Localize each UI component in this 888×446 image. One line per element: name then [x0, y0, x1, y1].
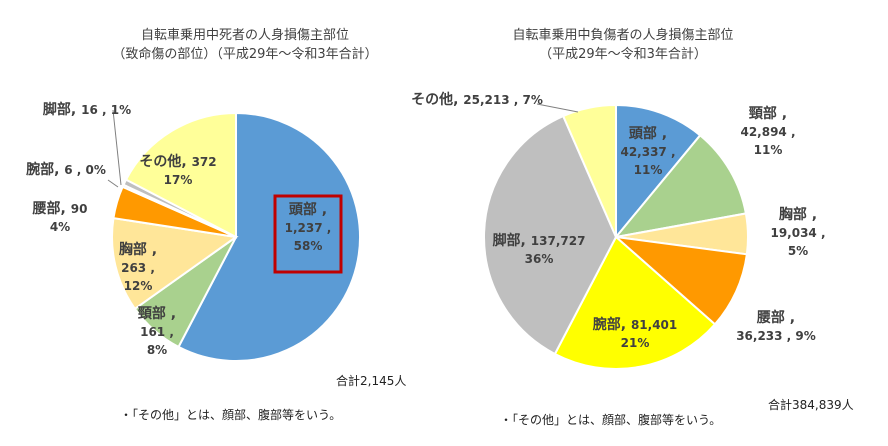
right-slice-3 — [612, 235, 748, 326]
right-leader-line-6 — [536, 103, 579, 113]
right-pie — [483, 103, 749, 370]
right-chart-note: ・「その他」とは、顔部、腹部等をいう。 — [500, 413, 722, 427]
left-leader-line-4 — [107, 179, 119, 188]
left-data-label-2: 胸部 , 263 , 12% — [119, 241, 157, 293]
right-data-label-5: 脚部, 137,727 36% — [493, 232, 586, 266]
left-chart-title: 自転車乗用中死者の人身損傷主部位 （致命傷の部位）（平成29年～令和3年合計） — [110, 26, 380, 64]
left-chart-title-line2: （致命傷の部位）（平成29年～令和3年合計） — [112, 47, 378, 62]
right-data-label-2: 胸部 , 19,034 , 5% — [770, 206, 825, 258]
left-pie — [111, 111, 361, 362]
left-data-label-6: その他, 372 17% — [139, 153, 216, 187]
right-slice-1 — [613, 133, 748, 239]
left-chart-title-line1: 自転車乗用中死者の人身損傷主部位 — [140, 28, 349, 43]
left-slice-2 — [111, 216, 239, 311]
left-chart-note: ・「その他」とは、顔部、腹部等をいう。 — [120, 408, 342, 422]
left-data-label-1: 頸部 , 161 , 8% — [138, 305, 176, 357]
right-chart-title-line2: （平成29年～令和3年合計） — [539, 47, 707, 62]
right-data-label-6: その他, 25,213 , 7% — [411, 91, 543, 108]
left-data-label-5: 脚部, 16 , 1% — [43, 101, 131, 118]
left-leader-line-5 — [112, 109, 122, 186]
left-slice-6 — [124, 111, 237, 239]
right-chart-title: 自転車乗用中負傷者の人身損傷主部位 （平成29年～令和3年合計） — [478, 26, 768, 64]
left-data-label-4: 腕部, 6 , 0% — [26, 161, 106, 178]
right-slice-0 — [615, 103, 702, 240]
right-data-label-0: 頭部 , 42,337 , 11% — [620, 125, 675, 177]
right-chart-total: 合計384,839人 — [768, 398, 854, 412]
right-data-label-4: 腕部, 81,401 21% — [593, 316, 678, 350]
left-chart-total: 合計2,145人 — [336, 374, 407, 388]
right-data-label-3: 腰部 , 36,233 , 9% — [736, 309, 816, 343]
right-chart-title-line1: 自転車乗用中負傷者の人身損傷主部位 — [512, 28, 734, 43]
right-slice-4 — [553, 235, 717, 370]
left-slice-0 — [177, 111, 361, 362]
right-slice-6 — [561, 103, 617, 238]
left-highlight-box — [273, 194, 343, 274]
left-data-label-0: 頭部 , 1,237 , 58% — [285, 201, 332, 253]
left-data-label-3: 腰部, 90 4% — [32, 200, 88, 234]
right-slice-5 — [483, 114, 618, 356]
right-data-label-1: 頸部 , 42,894 , 11% — [740, 105, 795, 157]
